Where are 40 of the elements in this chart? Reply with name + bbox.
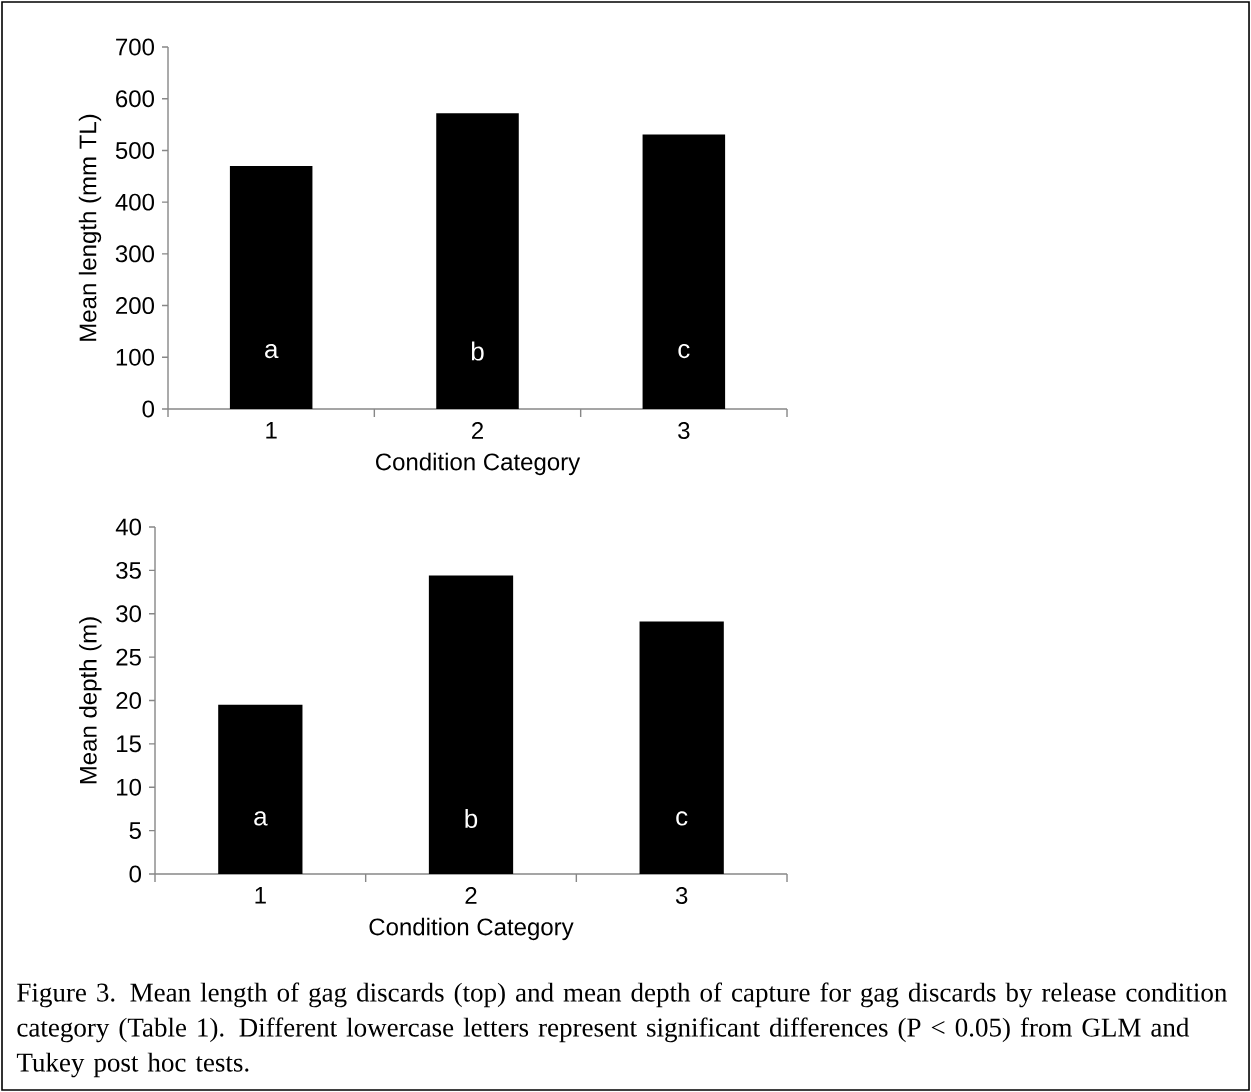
y-tick-label: 300 bbox=[115, 245, 154, 263]
y-tick-label: 25 bbox=[116, 648, 141, 666]
annotation: a bbox=[254, 811, 268, 826]
x-tick-label: 1 bbox=[266, 422, 277, 439]
x-axis-title: Condition Category bbox=[376, 452, 581, 476]
bar bbox=[218, 704, 303, 874]
annotation: b bbox=[465, 808, 478, 829]
bar bbox=[639, 621, 724, 874]
x-tick-label: 2 bbox=[472, 422, 483, 439]
annotation: a bbox=[265, 343, 279, 359]
annotation: c bbox=[676, 811, 688, 826]
bar bbox=[642, 134, 726, 409]
y-tick-label: 35 bbox=[116, 561, 141, 579]
y-tick-label: 15 bbox=[117, 735, 141, 753]
bar bbox=[436, 113, 519, 409]
x-tick-label: 3 bbox=[675, 887, 688, 905]
y-axis-title: Mean length (mm TL) bbox=[78, 114, 102, 341]
y-axis-title: Mean depth (m) bbox=[79, 617, 102, 784]
x-axis-title: Condition Category bbox=[369, 917, 574, 941]
bar bbox=[229, 165, 313, 409]
y-tick-label: 600 bbox=[116, 90, 154, 108]
y-tick-label: 10 bbox=[117, 778, 142, 796]
y-tick-label: 100 bbox=[116, 348, 154, 366]
x-tick-label: 3 bbox=[678, 422, 690, 440]
bar bbox=[428, 575, 514, 874]
x-tick-label: 2 bbox=[465, 887, 477, 904]
x-tick-label: 1 bbox=[255, 887, 266, 904]
y-tick-label: 0 bbox=[129, 865, 142, 883]
caption: Figure 3. Mean length of gag discards (top) and mean depth of capture for gag discards by release condition category (Table 1). Different lowercase letters represent significant differences (P < 0.05) from GLM and Tukey post hoc tests. bbox=[16, 982, 1227, 1078]
y-tick-label: 5 bbox=[129, 822, 141, 839]
y-tick-label: 40 bbox=[115, 518, 142, 536]
annotation: b bbox=[471, 341, 484, 361]
y-tick-label: 200 bbox=[116, 297, 154, 315]
y-tick-label: 400 bbox=[115, 193, 154, 211]
y-tick-label: 20 bbox=[116, 692, 142, 709]
annotation: c bbox=[678, 343, 690, 359]
y-tick-label: 500 bbox=[115, 141, 154, 159]
y-tick-label: 0 bbox=[142, 400, 155, 418]
y-tick-label: 30 bbox=[116, 605, 142, 623]
y-tick-label: 700 bbox=[116, 38, 154, 56]
